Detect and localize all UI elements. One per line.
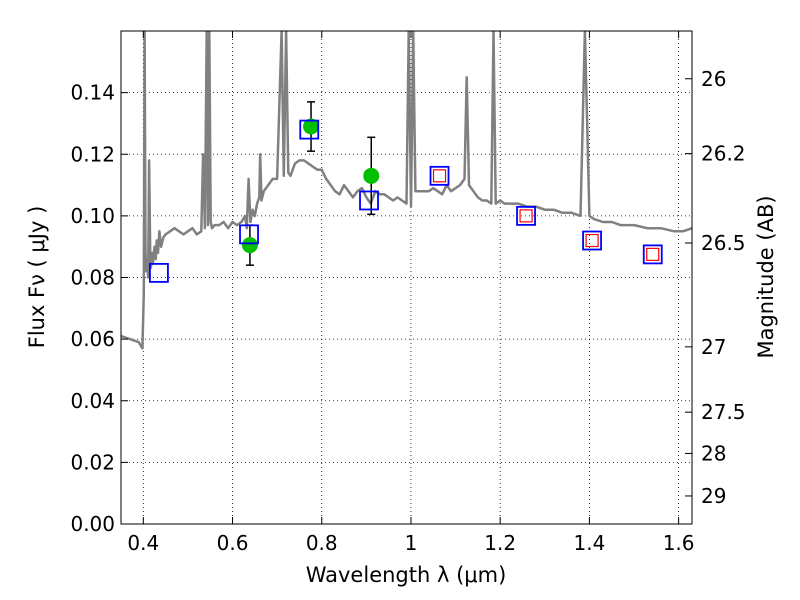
model-band-square <box>149 262 169 283</box>
model-band-square <box>299 119 320 140</box>
model-band-square <box>582 230 602 251</box>
y-tick-label: 0.10 <box>70 204 115 228</box>
y2-tick-label: 27 <box>701 335 726 359</box>
x-tick-label: 1.4 <box>573 531 605 555</box>
plot-area <box>121 31 692 350</box>
x-tick-label: 0.4 <box>127 531 159 555</box>
predicted-band-square <box>432 169 447 183</box>
y2-tick-label: 29 <box>701 484 726 508</box>
y-tick-label: 0.02 <box>70 450 115 474</box>
y2-tick-label: 26.5 <box>701 231 746 255</box>
model-band-square <box>516 205 536 226</box>
x-tick-label: 1 <box>405 531 418 555</box>
y-tick-label: 0.06 <box>70 327 115 351</box>
y2-tick-label: 26 <box>701 67 726 91</box>
predicted-band-square <box>519 209 533 223</box>
y2-tick-label: 26.2 <box>701 142 746 166</box>
x-tick-label: 0.8 <box>306 531 338 555</box>
y-tick-label: 0.04 <box>70 389 115 413</box>
axis-ticks: 0.4 0.6 0.8 1 1.2 1.4 1.6 0.00 0.02 0.04 0.06 0.08 0… <box>70 31 746 555</box>
model-band-square <box>642 244 663 265</box>
predicted-band-square <box>585 233 599 248</box>
y2-tick-label: 27.5 <box>701 400 746 424</box>
model-band-square <box>239 224 259 245</box>
observed-point <box>303 118 320 135</box>
y-tick-label: 0.00 <box>70 512 115 536</box>
y-tick-label: 0.08 <box>70 266 115 290</box>
x-tick-label: 1.2 <box>484 531 516 555</box>
model-band-square <box>429 165 450 186</box>
y-tick-label: 0.12 <box>70 142 115 166</box>
y2-axis-label: Magnitude (AB) <box>754 195 778 358</box>
observed-point <box>363 167 380 184</box>
y-tick-label: 0.14 <box>70 81 115 105</box>
observed-point <box>241 237 258 254</box>
x-axis-label: Wavelength λ (μm) <box>306 563 507 587</box>
x-tick-label: 1.6 <box>663 531 695 555</box>
x-tick-label: 0.6 <box>217 531 249 555</box>
model-band-square <box>359 190 379 211</box>
predicted-band-square <box>646 247 660 261</box>
y-axis-label: Flux Fν ( μJy ) <box>25 206 49 349</box>
model-sed-line <box>121 31 692 350</box>
y2-tick-label: 28 <box>701 441 726 465</box>
